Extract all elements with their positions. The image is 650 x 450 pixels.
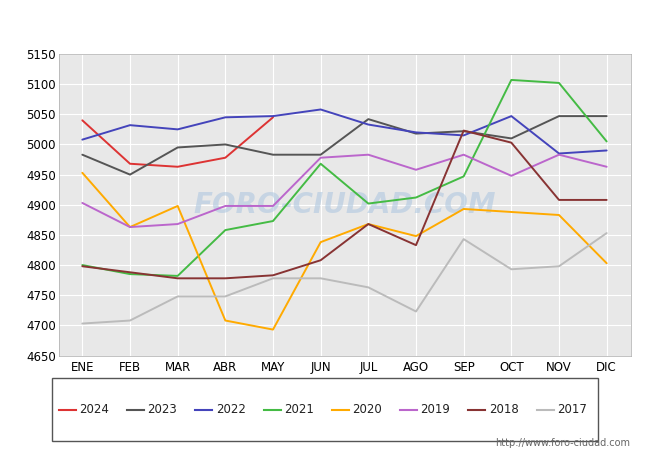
Text: 2018: 2018	[489, 403, 519, 416]
Text: 2021: 2021	[284, 403, 314, 416]
Text: 2017: 2017	[557, 403, 587, 416]
Text: http://www.foro-ciudad.com: http://www.foro-ciudad.com	[495, 438, 630, 448]
Text: FORO-CIUDAD.COM: FORO-CIUDAD.COM	[193, 191, 496, 219]
Text: Afiliados en Torrijos a 31/5/2024: Afiliados en Torrijos a 31/5/2024	[180, 11, 470, 29]
Text: 2019: 2019	[421, 403, 450, 416]
Text: 2022: 2022	[216, 403, 246, 416]
Text: 2024: 2024	[79, 403, 109, 416]
Text: 2020: 2020	[352, 403, 382, 416]
Text: 2023: 2023	[148, 403, 177, 416]
